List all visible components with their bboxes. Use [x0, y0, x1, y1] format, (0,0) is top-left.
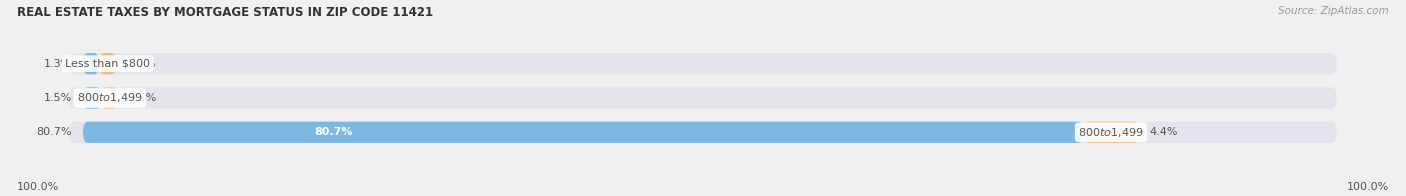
Text: Source: ZipAtlas.com: Source: ZipAtlas.com: [1278, 6, 1389, 16]
Text: Less than $800: Less than $800: [65, 59, 150, 69]
Text: $800 to $1,499: $800 to $1,499: [77, 92, 142, 104]
Text: 4.4%: 4.4%: [1149, 127, 1178, 137]
Text: 100.0%: 100.0%: [17, 182, 59, 192]
Text: 100.0%: 100.0%: [1347, 182, 1389, 192]
Text: 80.7%: 80.7%: [314, 127, 353, 137]
FancyBboxPatch shape: [69, 122, 1337, 143]
FancyBboxPatch shape: [101, 87, 118, 109]
Text: 1.3%: 1.3%: [129, 93, 157, 103]
Legend: Without Mortgage, With Mortgage: Without Mortgage, With Mortgage: [572, 193, 834, 196]
Text: 1.5%: 1.5%: [44, 93, 72, 103]
FancyBboxPatch shape: [1084, 122, 1139, 143]
FancyBboxPatch shape: [83, 122, 1084, 143]
Text: REAL ESTATE TAXES BY MORTGAGE STATUS IN ZIP CODE 11421: REAL ESTATE TAXES BY MORTGAGE STATUS IN …: [17, 6, 433, 19]
Text: 1.4%: 1.4%: [128, 59, 156, 69]
FancyBboxPatch shape: [69, 87, 1337, 109]
Text: 1.3%: 1.3%: [44, 59, 72, 69]
FancyBboxPatch shape: [83, 53, 98, 74]
Text: $800 to $1,499: $800 to $1,499: [1078, 126, 1143, 139]
FancyBboxPatch shape: [83, 87, 101, 109]
Text: 80.7%: 80.7%: [37, 127, 72, 137]
FancyBboxPatch shape: [98, 53, 117, 74]
FancyBboxPatch shape: [69, 53, 1337, 74]
